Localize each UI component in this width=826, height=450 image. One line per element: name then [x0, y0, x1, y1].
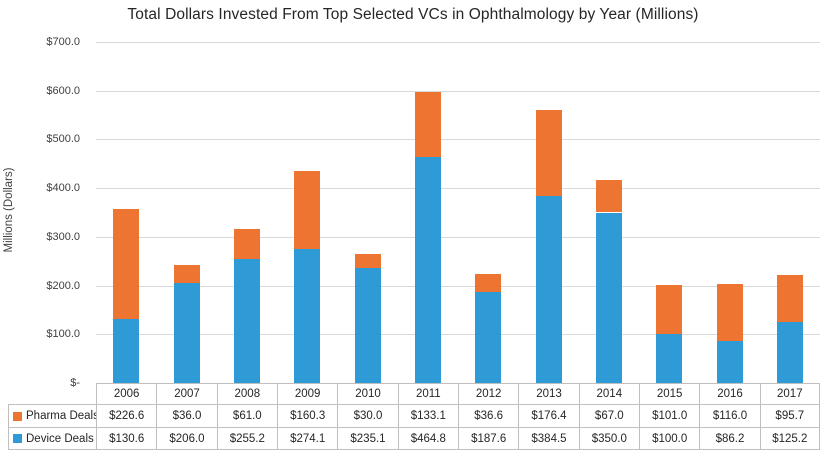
value-cell: $464.8 [397, 427, 458, 450]
year-cell: 2006 [96, 383, 157, 404]
value-cell: $384.5 [518, 427, 579, 450]
value-cell: $274.1 [276, 427, 338, 450]
gridline [96, 236, 820, 238]
gridline [96, 42, 820, 43]
bar-segment-device-2011[interactable] [414, 156, 441, 383]
bar-segment-pharma-2009[interactable] [294, 171, 321, 250]
table-stub-cell [8, 383, 96, 404]
value-cell: $36.0 [156, 404, 217, 427]
bar-segment-pharma-2008[interactable] [233, 228, 260, 259]
gridline [96, 334, 820, 336]
y-tick-label: $100.0 [46, 328, 80, 341]
bar-segment-device-2012[interactable] [475, 291, 502, 383]
bar-segment-pharma-2011[interactable] [414, 91, 441, 157]
bar-segment-pharma-2014[interactable] [595, 179, 622, 213]
bar-segment-device-2016[interactable] [716, 341, 743, 383]
year-cell: 2009 [276, 383, 338, 404]
year-cell: 2008 [216, 383, 277, 404]
year-cell: 2007 [156, 383, 217, 404]
bar-segment-pharma-2015[interactable] [656, 285, 683, 335]
value-cell: $133.1 [397, 404, 458, 427]
value-cell: $125.2 [759, 427, 820, 450]
bar-segment-pharma-2006[interactable] [113, 208, 140, 320]
value-cell: $116.0 [699, 404, 760, 427]
gridline [96, 139, 820, 141]
bar-segment-device-2010[interactable] [354, 268, 381, 383]
legend-cell-pharma-deals[interactable]: Pharma Deals [8, 404, 99, 427]
gridline [96, 90, 820, 92]
y-tick-label: $600.0 [46, 84, 80, 97]
value-cell: $226.6 [96, 404, 157, 427]
year-cell: 2010 [337, 383, 398, 404]
value-cell: $30.0 [337, 404, 398, 427]
year-cell: 2015 [638, 383, 700, 404]
y-tick-label: $300.0 [46, 230, 80, 243]
y-tick-label: $700.0 [46, 36, 80, 48]
year-cell: 2014 [578, 383, 639, 404]
value-cell: $255.2 [216, 427, 277, 450]
bar-segment-device-2015[interactable] [656, 334, 683, 383]
chart-data-table: 2006 2007 2008 2009 2010 2011 2012 2013 2014 2015… [8, 383, 820, 450]
device-deals-legend-swatch-icon [13, 434, 22, 443]
bar-segment-pharma-2012[interactable] [475, 273, 502, 292]
value-cell: $206.0 [156, 427, 217, 450]
value-cell: $61.0 [216, 404, 277, 427]
bar-segment-device-2014[interactable] [595, 212, 622, 383]
value-cell: $36.6 [457, 404, 519, 427]
year-cell: 2013 [518, 383, 579, 404]
pharma-deals-legend-swatch-icon [13, 411, 22, 421]
value-cell: $187.6 [457, 427, 519, 450]
y-tick-label: $200.0 [46, 279, 80, 292]
value-cell: $86.2 [699, 427, 760, 450]
value-cell: $176.4 [518, 404, 579, 427]
bar-segment-device-2006[interactable] [113, 319, 140, 383]
bar-segment-device-2017[interactable] [776, 322, 803, 383]
legend-label: Device Deals [26, 432, 94, 445]
value-cell: $350.0 [578, 427, 639, 450]
bar-segment-pharma-2017[interactable] [776, 275, 803, 322]
y-tick-label: $- [70, 377, 80, 389]
value-cell: $95.7 [759, 404, 820, 427]
bar-segment-device-2008[interactable] [233, 258, 260, 383]
gridline [96, 188, 820, 190]
bar-segment-pharma-2016[interactable] [716, 284, 743, 341]
bar-segment-pharma-2010[interactable] [354, 253, 381, 269]
year-cell: 2017 [759, 383, 820, 404]
legend-label: Pharma Deals [26, 410, 99, 422]
bar-segment-device-2013[interactable] [535, 195, 562, 383]
value-cell: $67.0 [578, 404, 639, 427]
value-cell: $101.0 [638, 404, 700, 427]
year-cell: 2012 [457, 383, 519, 404]
bar-segment-pharma-2007[interactable] [173, 265, 200, 283]
year-cell: 2011 [397, 383, 458, 404]
value-cell: $160.3 [276, 404, 338, 427]
chart-title: Total Dollars Invested From Top Selected… [127, 6, 699, 23]
value-cell: $235.1 [337, 427, 398, 450]
year-cell: 2016 [699, 383, 760, 404]
value-cell: $130.6 [96, 427, 157, 450]
legend-cell-device-deals[interactable]: Device Deals [8, 427, 96, 450]
bar-segment-pharma-2013[interactable] [535, 109, 562, 196]
y-tick-label: $500.0 [46, 133, 80, 146]
bar-segment-device-2009[interactable] [294, 249, 321, 383]
gridline [96, 285, 820, 287]
value-cell: $100.0 [638, 427, 700, 450]
y-tick-label: $400.0 [46, 182, 80, 195]
bar-segment-device-2007[interactable] [173, 282, 200, 383]
